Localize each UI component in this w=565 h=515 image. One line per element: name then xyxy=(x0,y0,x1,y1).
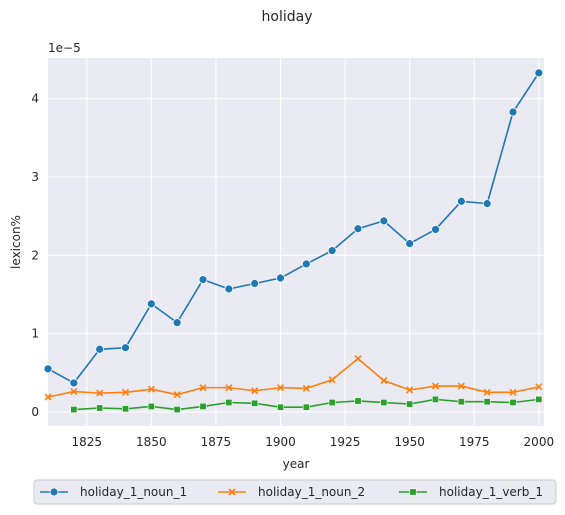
series-line xyxy=(47,357,539,398)
legend-marker xyxy=(409,488,417,496)
data-point xyxy=(508,107,518,117)
series-holiday_1_verb_1 xyxy=(70,395,543,414)
data-point xyxy=(43,364,53,374)
legend-item: holiday_1_verb_1 xyxy=(399,485,543,499)
y-tick-label: 1 xyxy=(31,327,39,341)
data-point xyxy=(96,389,104,397)
data-point xyxy=(302,403,310,411)
data-point xyxy=(327,246,337,256)
data-point xyxy=(69,378,79,388)
x-tick-label: 1825 xyxy=(71,435,102,449)
data-point xyxy=(95,344,105,354)
data-point xyxy=(172,318,182,328)
data-point xyxy=(225,399,233,407)
data-point xyxy=(276,273,285,283)
data-point xyxy=(224,284,234,294)
data-point xyxy=(535,383,543,391)
legend-item: holiday_1_noun_1 xyxy=(40,485,187,499)
legend-label: holiday_1_verb_1 xyxy=(439,485,543,499)
data-point xyxy=(198,275,208,284)
y-offset-text: 1e−5 xyxy=(48,41,81,55)
series-holiday_1_noun_1 xyxy=(43,68,544,388)
data-point xyxy=(380,377,388,385)
data-point xyxy=(379,216,389,226)
legend-frame xyxy=(33,479,557,505)
data-point xyxy=(70,387,78,396)
data-point xyxy=(122,405,130,413)
legend-marker xyxy=(49,487,59,497)
legend-item: holiday_1_noun_2 xyxy=(218,485,365,499)
y-tick-label: 0 xyxy=(31,405,39,419)
data-point xyxy=(405,239,415,248)
x-tick-label: 1900 xyxy=(265,435,296,449)
chart-title: holiday xyxy=(262,9,313,25)
data-point xyxy=(70,406,78,414)
data-point xyxy=(457,382,465,390)
data-point xyxy=(302,384,310,392)
data-point xyxy=(225,384,233,392)
data-point xyxy=(147,402,155,410)
series-layer xyxy=(43,68,544,414)
series-line xyxy=(47,72,540,384)
x-tick-label: 1875 xyxy=(201,435,232,449)
data-point xyxy=(380,399,388,407)
data-point xyxy=(251,387,259,395)
x-tick-label: 1850 xyxy=(136,435,167,449)
data-point xyxy=(301,259,311,269)
x-tick-labels: 1825 1850 1875 1900 1925 1950 1975 2000 xyxy=(71,435,554,449)
data-point xyxy=(431,382,440,390)
data-point xyxy=(353,224,363,234)
data-point xyxy=(147,385,155,393)
data-point xyxy=(328,399,336,407)
data-point xyxy=(121,343,130,353)
x-tick-label: 1975 xyxy=(459,435,490,449)
data-point xyxy=(534,68,544,78)
legend-label: holiday_1_noun_1 xyxy=(80,485,187,499)
data-point xyxy=(199,384,207,392)
legend-marker xyxy=(228,488,236,496)
data-point xyxy=(173,406,181,414)
legend-label: holiday_1_noun_2 xyxy=(258,485,365,499)
data-point xyxy=(251,399,259,407)
legend: holiday_1_noun_1 holiday_1_noun_2 holiday_… xyxy=(33,479,557,505)
data-point xyxy=(276,403,284,411)
data-point xyxy=(431,395,439,403)
data-point xyxy=(276,384,285,392)
y-tick-labels: 0 1 2 3 4 xyxy=(31,92,39,419)
y-axis-title: lexicon% xyxy=(9,215,23,269)
data-point xyxy=(328,376,336,384)
x-axis-title: year xyxy=(283,457,310,471)
data-point xyxy=(199,402,207,410)
legend-items: holiday_1_noun_1 holiday_1_noun_2 holiday_… xyxy=(40,485,543,499)
data-point xyxy=(509,399,517,407)
data-point xyxy=(483,398,491,406)
data-point xyxy=(406,400,414,408)
data-point xyxy=(535,395,543,403)
series-holiday_1_noun_2 xyxy=(44,355,543,401)
plot-area xyxy=(48,58,544,426)
x-tick-label: 2000 xyxy=(524,435,555,449)
data-point xyxy=(173,391,181,399)
y-tick-label: 4 xyxy=(31,92,39,106)
data-point xyxy=(96,404,104,412)
data-point xyxy=(44,393,52,401)
data-point xyxy=(406,386,414,394)
data-point xyxy=(354,355,362,363)
data-point xyxy=(483,388,491,396)
data-point xyxy=(431,225,440,234)
data-point xyxy=(482,199,492,209)
data-point xyxy=(121,388,130,396)
x-tick-label: 1950 xyxy=(394,435,425,449)
data-point xyxy=(146,299,156,309)
data-point xyxy=(354,397,362,405)
data-point xyxy=(457,398,465,406)
y-tick-label: 2 xyxy=(31,248,39,262)
y-tick-label: 3 xyxy=(31,170,39,184)
data-point xyxy=(509,388,517,396)
data-point xyxy=(250,279,260,288)
data-point xyxy=(456,196,466,206)
x-tick-label: 1925 xyxy=(330,435,361,449)
